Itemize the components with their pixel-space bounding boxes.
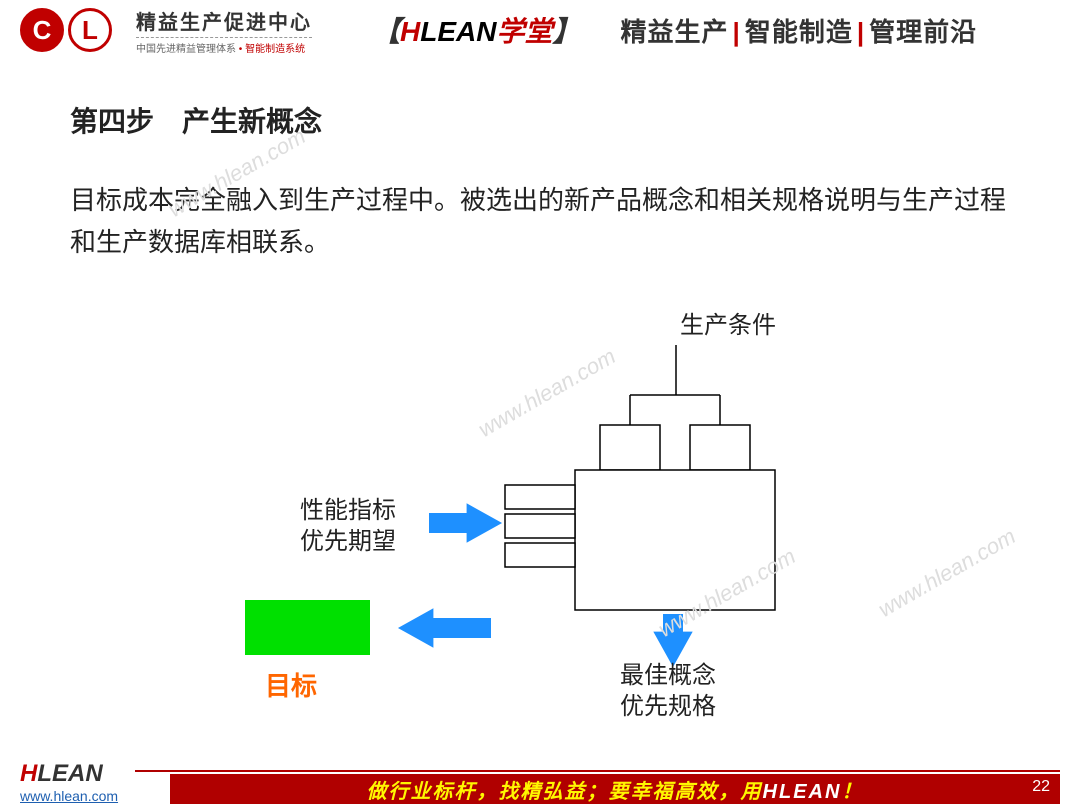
label-performance: 性能指标 优先期望 [300, 495, 396, 557]
footer-divider [135, 770, 1060, 772]
bracket-l: 【 [372, 16, 400, 47]
logo-l-icon: L [68, 8, 112, 52]
footer-brand-h: H [20, 760, 37, 787]
footer-url: www.hlean.com [20, 788, 118, 804]
footer-brand: HLEAN [20, 760, 118, 788]
sep-2: | [857, 17, 865, 47]
label-production-conditions: 生产条件 [680, 310, 776, 341]
bracket-r: 】 [553, 16, 581, 47]
footer-slogan: 做行业标杆，找精弘益；要幸福高效，用HLEAN！ [367, 775, 864, 804]
page-number: 22 [1032, 778, 1050, 796]
sep-1: | [733, 17, 741, 47]
tag-3: 管理前沿 [869, 17, 977, 47]
footer: HLEAN www.hlean.com 做行业标杆，找精弘益；要幸福高效，用HL… [0, 760, 1080, 810]
diagram: 生产条件 性能指标 优先期望 最佳概念 优先规格 目标 [0, 300, 1080, 730]
slogan-a: 做行业标杆，找精弘益；要幸福高效，用 [367, 781, 763, 803]
org-block: 精益生产促进中心 中国先进精益管理体系 • 智能制造系统 [126, 6, 312, 55]
tag-2: 智能制造 [745, 17, 853, 47]
header: C L 精益生产促进中心 中国先进精益管理体系 • 智能制造系统 【HLEAN学… [0, 0, 1080, 60]
org-subtitle: 中国先进精益管理体系 • 智能制造系统 [136, 37, 312, 55]
tagline: 精益生产|智能制造|管理前沿 [621, 12, 978, 49]
slogan-b: HLEAN [763, 781, 842, 803]
label-perf-2: 优先期望 [300, 528, 396, 555]
slogan-c: ！ [841, 781, 863, 803]
brand-xue: 学堂 [496, 16, 552, 47]
label-best-2: 优先规格 [620, 693, 716, 720]
org-sub-a: 中国先进精益管理体系 [136, 44, 236, 55]
brand-bracket: 【HLEAN学堂】 [372, 10, 581, 50]
footer-bar: 做行业标杆，找精弘益；要幸福高效，用HLEAN！ [170, 774, 1060, 804]
content: 第四步 产生新概念 目标成本完全融入到生产过程中。被选出的新产品概念和相关规格说… [0, 60, 1080, 263]
org-title: 精益生产促进中心 [136, 6, 312, 35]
label-best-concept: 最佳概念 优先规格 [620, 660, 716, 722]
label-best-1: 最佳概念 [620, 662, 716, 689]
brand-lean: LEAN [420, 16, 496, 47]
label-perf-1: 性能指标 [300, 497, 396, 524]
diagram-svg [0, 300, 1080, 730]
logo-c-icon: C [20, 8, 64, 52]
body-text: 目标成本完全融入到生产过程中。被选出的新产品概念和相关规格说明与生产过程和生产数… [70, 180, 1010, 263]
brand-h: H [400, 16, 420, 47]
footer-brand-lean: LEAN [37, 760, 102, 787]
step-title: 第四步 产生新概念 [70, 100, 1010, 140]
label-target: 目标 [265, 670, 317, 704]
tag-1: 精益生产 [621, 17, 729, 47]
logo-icon: C L [20, 8, 112, 52]
footer-left: HLEAN www.hlean.com [20, 760, 118, 804]
org-sub-b: 智能制造系统 [245, 44, 305, 55]
